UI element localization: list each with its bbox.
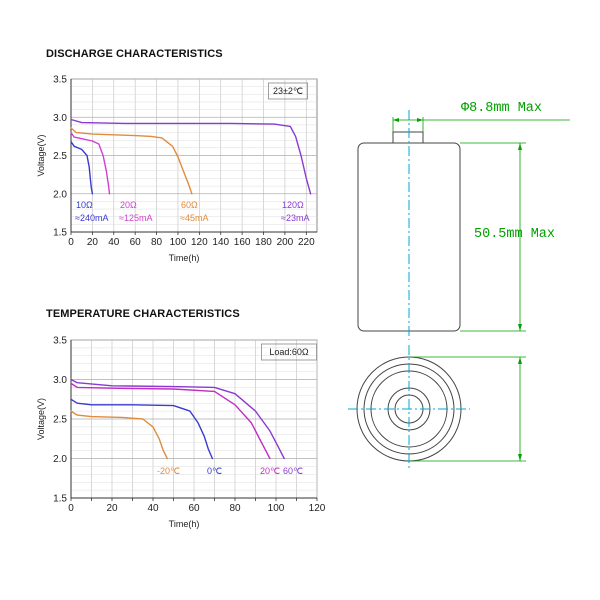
temperature-series-line-3 xyxy=(70,378,285,460)
discharge-x-tick-label: 0 xyxy=(68,237,74,248)
discharge-y-axis-label: Voltage(V) xyxy=(36,134,46,176)
temperature-y-tick-label: 3.5 xyxy=(53,336,67,347)
temperature-x-tick-label: 20 xyxy=(106,503,118,514)
discharge-x-tick-label: 180 xyxy=(255,237,272,248)
discharge-y-tick-label: 1.5 xyxy=(53,228,67,239)
temperature-x-tick-label: 0 xyxy=(68,503,74,514)
temperature-curve-label-0: -20℃ xyxy=(157,466,180,476)
discharge-curve-label-1: 20Ω xyxy=(120,200,137,210)
temperature-series-line-2 xyxy=(70,382,271,460)
discharge-series-line-3 xyxy=(70,118,312,195)
temperature-plot: 0 20 40 60 80 100 120 1.5 2.0 2.5 3.0 3.5 Time(h) Vol… xyxy=(36,336,326,530)
temperature-y-axis-label: Voltage(V) xyxy=(36,398,46,440)
temperature-title: TEMPERATURE CHARACTERISTICS xyxy=(46,308,240,320)
temperature-curve-label-1: 0℃ xyxy=(207,466,222,476)
discharge-y-tick-label: 3.5 xyxy=(53,75,67,86)
temperature-y-tick-label: 3.0 xyxy=(53,375,67,386)
discharge-series-line-0 xyxy=(70,140,94,195)
discharge-x-tick-label: 80 xyxy=(151,237,163,248)
temperature-x-tick-label: 80 xyxy=(229,503,241,514)
discharge-x-tick-label: 120 xyxy=(191,237,208,248)
temperature-y-tick-label: 2.0 xyxy=(53,454,67,465)
discharge-curve-label-3: 120Ω xyxy=(282,200,304,210)
temperature-x-axis-label: Time(h) xyxy=(169,519,200,529)
discharge-x-tick-label: 160 xyxy=(234,237,251,248)
temperature-x-tick-label: 120 xyxy=(309,503,326,514)
discharge-y-tick-label: 3.0 xyxy=(53,113,67,124)
discharge-series-line-1 xyxy=(70,131,111,195)
discharge-plot: 0 20 40 60 80 100 120 140 160 180 200 220 1.5 2.0 2.5 3… xyxy=(36,75,318,263)
temperature-condition-text: Load:60Ω xyxy=(269,347,309,357)
discharge-x-tick-label: 20 xyxy=(87,237,99,248)
temperature-curve-label-3: 60℃ xyxy=(283,466,303,476)
discharge-x-tick-label: 140 xyxy=(212,237,229,248)
temperature-condition-frame xyxy=(260,343,317,361)
discharge-curve-sublabel-0: ≈240mA xyxy=(75,213,108,223)
discharge-curve-label-2: 60Ω xyxy=(181,200,198,210)
discharge-curve-sublabel-3: ≈23mA xyxy=(281,213,309,223)
discharge-x-tick-label: 220 xyxy=(298,237,315,248)
discharge-condition-box: 23±2℃ xyxy=(268,82,308,100)
temperature-x-tick-label: 60 xyxy=(188,503,200,514)
temperature-curve-label-2: 20℃ xyxy=(260,466,280,476)
discharge-y-tick-label: 2.5 xyxy=(53,151,67,162)
discharge-x-tick-label: 60 xyxy=(130,237,142,248)
discharge-x-axis-label: Time(h) xyxy=(169,253,200,263)
discharge-condition-frame xyxy=(268,82,308,100)
discharge-condition-text: 23±2℃ xyxy=(273,86,303,96)
temperature-series-line-1 xyxy=(70,398,214,460)
temperature-condition-box: Load:60Ω xyxy=(260,343,317,361)
discharge-y-tick-label: 2.0 xyxy=(53,189,67,200)
discharge-curve-sublabel-1: ≈125mA xyxy=(119,213,152,223)
discharge-series-line-2 xyxy=(70,127,193,195)
temperature-x-tick-label: 40 xyxy=(147,503,159,514)
temperature-series-line-0 xyxy=(70,410,169,460)
temperature-y-tick-label: 1.5 xyxy=(53,494,67,505)
discharge-x-tick-label: 100 xyxy=(170,237,187,248)
temperature-y-tick-label: 2.5 xyxy=(53,415,67,426)
discharge-curve-label-0: 10Ω xyxy=(76,200,93,210)
discharge-x-tick-label: 40 xyxy=(108,237,120,248)
temperature-x-tick-label: 100 xyxy=(268,503,285,514)
discharge-x-tick-label: 200 xyxy=(277,237,294,248)
discharge-curve-sublabel-2: ≈45mA xyxy=(180,213,208,223)
discharge-title: DISCHARGE CHARACTERISTICS xyxy=(46,48,223,60)
